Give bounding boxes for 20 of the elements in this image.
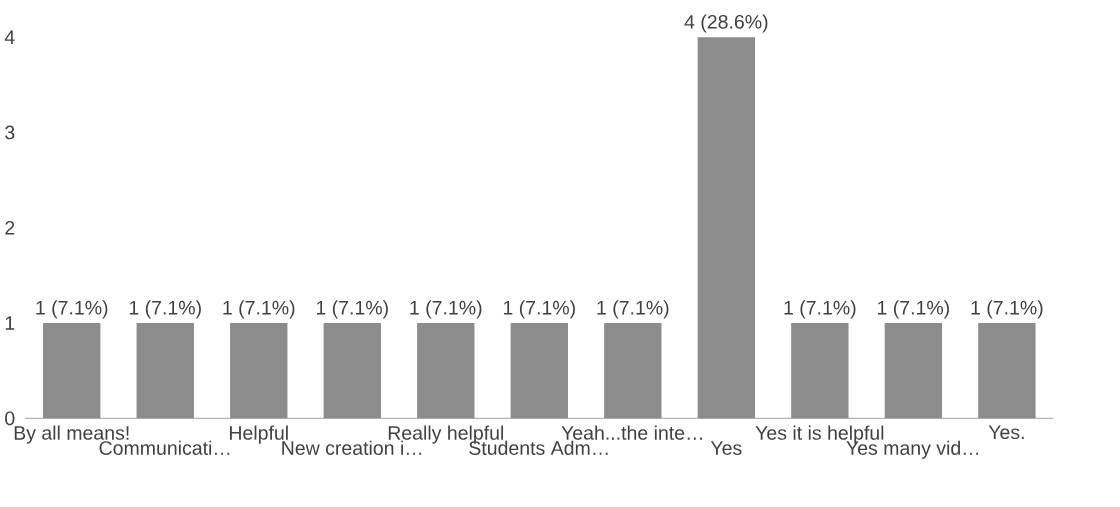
data-label: 1 (7.1%) (36, 300, 108, 319)
y-tick-label: 3 (5, 125, 15, 140)
data-label: 1 (7.1%) (410, 300, 482, 319)
y-tick-label: 1 (5, 316, 15, 330)
data-label: 1 (7.1%) (597, 300, 669, 319)
data-label: 1 (7.1%) (503, 300, 575, 319)
y-tick-label: 2 (5, 220, 15, 235)
data-label: 1 (7.1%) (971, 300, 1043, 319)
data-label: 1 (7.1%) (129, 300, 201, 319)
data-label: 1 (7.1%) (316, 300, 388, 319)
y-tick-label: 0 (5, 411, 15, 426)
x-tick-label: Communicati… (99, 440, 230, 455)
x-tick-label: Yes. (988, 425, 1024, 440)
data-label: 4 (28.6%) (684, 14, 768, 33)
y-tick-label: 4 (4, 30, 15, 44)
x-tick-label: Yeah...the inte… (561, 425, 702, 440)
x-tick-label: Yes (710, 441, 742, 455)
data-label: 1 (7.1%) (878, 300, 949, 319)
data-label: 1 (7.1%) (223, 300, 295, 319)
data-label: 1 (7.1%) (784, 300, 856, 319)
